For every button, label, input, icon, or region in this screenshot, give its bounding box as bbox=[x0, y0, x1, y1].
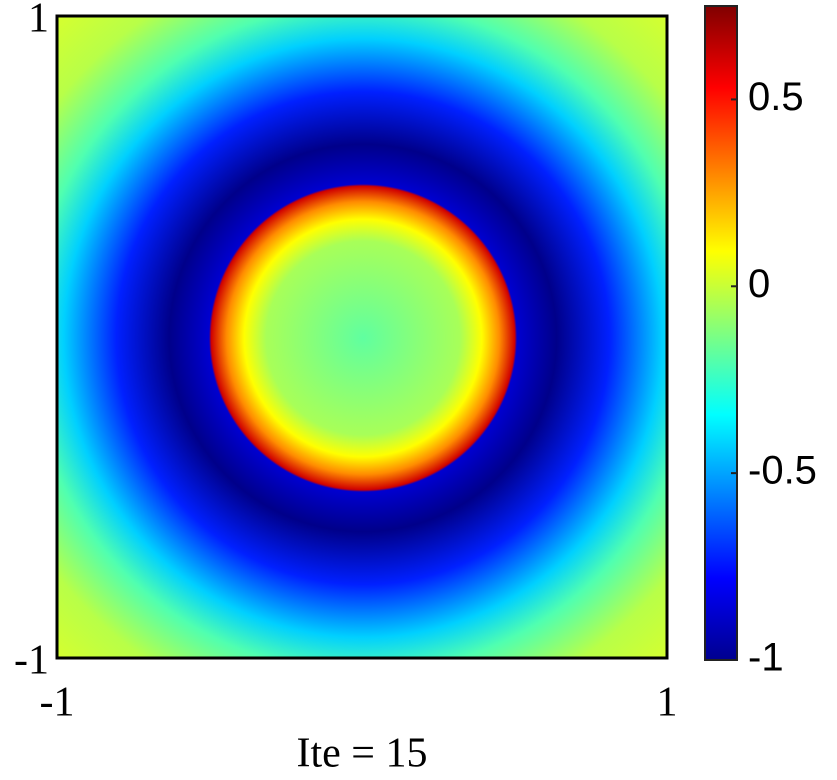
y-tick-label: 1 bbox=[28, 0, 49, 42]
colorbar-tick-label: -1 bbox=[748, 636, 784, 680]
colorbar-tick-label: 0 bbox=[748, 262, 770, 306]
plot-frame bbox=[55, 14, 669, 660]
y-tick-label: -1 bbox=[14, 638, 49, 684]
colorbar bbox=[704, 5, 738, 661]
x-tick-label: -1 bbox=[40, 680, 75, 726]
colorbar-tick-label: 0.5 bbox=[748, 75, 804, 119]
colorbar-tick-label: -0.5 bbox=[748, 449, 817, 493]
x-axis-label: Ite = 15 bbox=[297, 731, 428, 777]
x-tick-label: 1 bbox=[657, 680, 678, 726]
heatmap-field bbox=[57, 16, 667, 658]
